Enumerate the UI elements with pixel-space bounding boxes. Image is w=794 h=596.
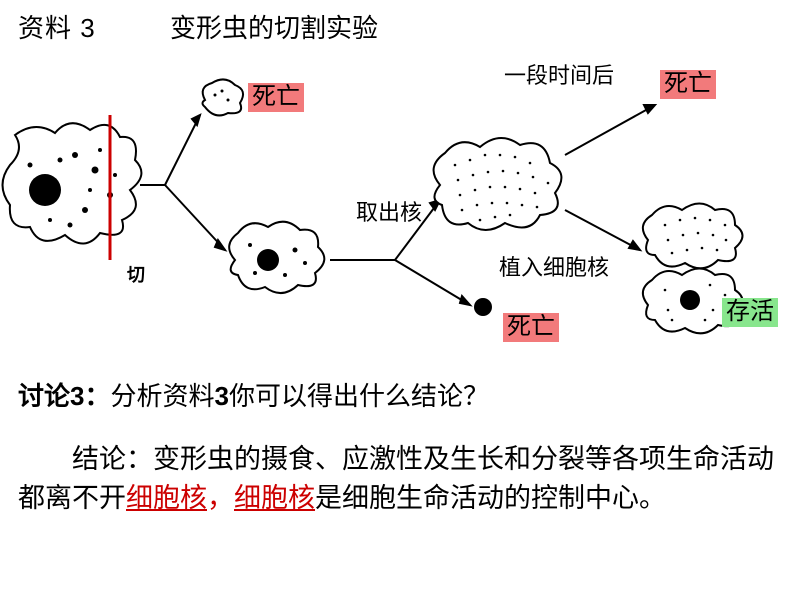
label-implant-nucleus: 植入细胞核 xyxy=(495,255,613,281)
label-after-time: 一段时间后 xyxy=(500,63,618,89)
label-remove-nucleus: 取出核 xyxy=(352,200,426,226)
label-death-2: 死亡 xyxy=(660,70,716,99)
discussion-bold-mid: 3 xyxy=(214,381,228,411)
label-death-3: 死亡 xyxy=(503,313,559,342)
amoeba-result-death xyxy=(643,204,743,269)
amoeba-original xyxy=(3,123,142,243)
amoeba-no-nucleus xyxy=(434,138,562,230)
conclusion-red-1: 细胞核 xyxy=(126,483,207,513)
discussion-prefix: 讨论3： xyxy=(18,381,110,411)
amoeba-fragment-large xyxy=(229,222,324,293)
label-death-1: 死亡 xyxy=(248,83,304,112)
amoeba-fragment-small xyxy=(203,79,244,115)
label-cut: 切 xyxy=(123,265,149,287)
conclusion-tail: 是细胞生命活动的控制中心。 xyxy=(315,483,666,513)
discussion-text-a: 分析资料 xyxy=(110,381,214,411)
label-survive: 存活 xyxy=(722,298,778,327)
discussion-text-b: 你可以得出什么结论？ xyxy=(229,381,489,411)
discussion-text: 讨论3：分析资料3你可以得出什么结论？ xyxy=(18,378,778,414)
section-label: 资料 3 xyxy=(18,8,96,45)
conclusion-mid: ， xyxy=(207,483,234,513)
conclusion-red-2: 细胞核 xyxy=(234,483,315,513)
page-title: 变形虫的切割实验 xyxy=(170,8,378,45)
isolated-nucleus xyxy=(474,298,492,316)
conclusion-text: 结论：变形虫的摄食、应激性及生长和分裂等各项生命活动都离不开细胞核，细胞核是细胞… xyxy=(18,440,778,518)
fork-3 xyxy=(565,105,655,250)
experiment-diagram: 切 死亡 取出核 一段时间后 死亡 植入细胞核 死亡 存活 xyxy=(0,55,794,355)
fork-1 xyxy=(140,115,225,250)
